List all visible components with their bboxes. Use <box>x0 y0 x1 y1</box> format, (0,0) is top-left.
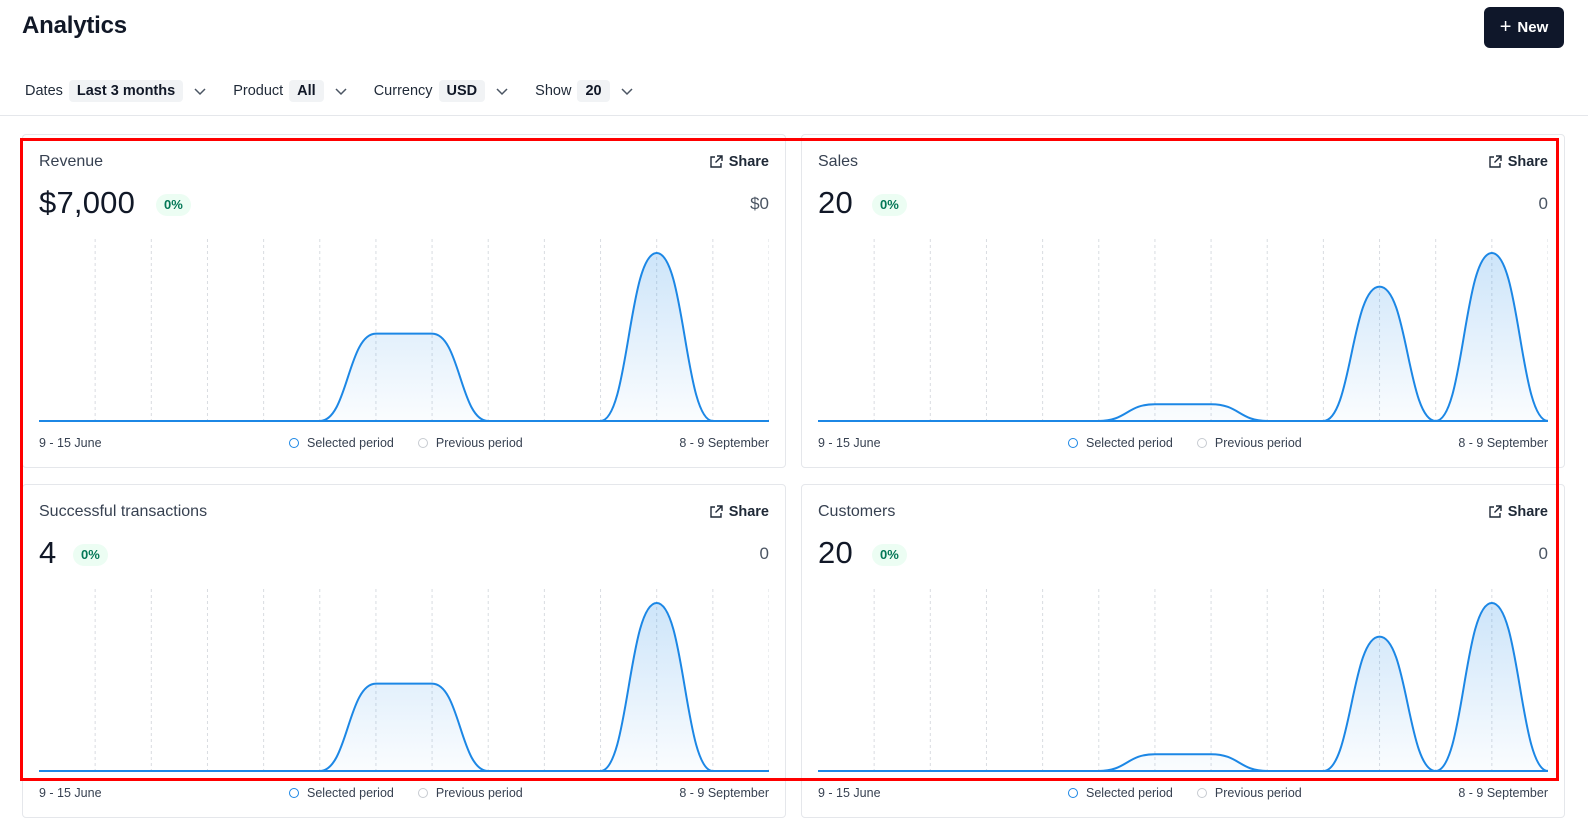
chevron-down-icon <box>621 88 633 96</box>
previous-period-marker <box>1196 788 1207 798</box>
filter-show[interactable]: Show 20 <box>535 80 633 102</box>
x-axis-end-label: 8 - 9 September <box>1458 786 1548 800</box>
series-line <box>818 601 1548 773</box>
previous-period-label: Previous period <box>435 786 523 800</box>
metric-value: $7,000 <box>39 185 136 220</box>
metric-value: 20 <box>818 185 853 220</box>
chart-legend: Selected period Previous period <box>289 436 523 450</box>
share-label: Share <box>1507 504 1548 520</box>
change-badge: 0% <box>156 194 191 216</box>
chart-legend: Selected period Previous period <box>289 786 523 800</box>
external-link-icon <box>709 155 723 168</box>
x-axis-start-label: 9 - 15 June <box>818 786 881 800</box>
share-label: Share <box>728 154 769 170</box>
area-chart <box>818 239 1548 423</box>
previous-value: $0 <box>750 194 769 213</box>
metric-value: 4 <box>39 535 57 570</box>
page-header: Analytics + New Dates Last 3 months Prod… <box>0 0 1588 116</box>
filter-product[interactable]: Product All <box>233 80 348 102</box>
previous-period-marker <box>1196 438 1207 448</box>
selected-period-marker <box>289 788 299 798</box>
filter-value: All <box>289 80 324 102</box>
new-button-label: New <box>1517 19 1549 36</box>
card-title: Sales <box>818 153 859 170</box>
x-axis-end-label: 8 - 9 September <box>679 786 769 800</box>
filter-label: Currency <box>373 83 433 99</box>
card-title: Customers <box>818 503 896 520</box>
change-badge: 0% <box>872 544 907 566</box>
x-axis-end-label: 8 - 9 September <box>679 436 769 450</box>
plus-icon: + <box>1499 15 1512 38</box>
previous-period-marker <box>417 788 428 798</box>
previous-period-marker <box>417 438 428 448</box>
filter-value: USD <box>438 80 486 102</box>
area-chart <box>818 589 1548 773</box>
chart-legend: Selected period Previous period <box>1068 436 1302 450</box>
filter-currency[interactable]: Currency USD <box>374 80 509 102</box>
area-chart <box>39 589 769 772</box>
series-area <box>39 603 769 771</box>
chevron-down-icon <box>335 88 347 96</box>
series-area <box>39 253 769 421</box>
chevron-down-icon <box>496 88 508 96</box>
filter-dates[interactable]: Dates Last 3 months <box>25 80 207 102</box>
series-line <box>818 251 1548 423</box>
series-area <box>818 253 1548 421</box>
area-chart <box>39 239 769 422</box>
external-link-icon <box>1488 155 1502 168</box>
chevron-down-icon <box>194 88 206 96</box>
x-axis-start-label: 9 - 15 June <box>39 436 102 450</box>
external-link-icon <box>709 505 723 518</box>
external-link-icon <box>1488 505 1502 518</box>
revenue-card: Revenue Share $7,000 0% $0 9 - 15 June S… <box>22 134 786 468</box>
x-axis-start-label: 9 - 15 June <box>818 436 881 450</box>
chart-legend: Selected period Previous period <box>1068 786 1302 800</box>
previous-period-label: Previous period <box>1214 786 1302 800</box>
selected-period-marker <box>1068 788 1078 798</box>
share-button[interactable]: Share <box>708 504 769 520</box>
filter-value: 20 <box>577 80 610 102</box>
previous-value: 0 <box>759 544 769 563</box>
selected-period-label: Selected period <box>307 436 394 450</box>
x-axis-start-label: 9 - 15 June <box>39 786 102 800</box>
metric-value: 20 <box>818 535 853 570</box>
sales-card: Sales Share 20 0% 0 9 - 15 June Selected… <box>801 134 1565 468</box>
filter-value: Last 3 months <box>68 80 184 102</box>
share-button[interactable]: Share <box>1487 154 1548 170</box>
selected-period-marker <box>1068 438 1078 448</box>
share-label: Share <box>728 504 769 520</box>
new-button[interactable]: + New <box>1484 7 1564 48</box>
customers-card: Customers Share 20 0% 0 9 - 15 June Sele… <box>801 484 1565 818</box>
filter-label: Show <box>535 83 572 99</box>
series-area <box>818 603 1548 771</box>
previous-period-label: Previous period <box>435 436 523 450</box>
share-button[interactable]: Share <box>708 154 769 170</box>
selected-period-marker <box>289 438 299 448</box>
transactions-card: Successful transactions Share 4 0% 0 9 -… <box>22 484 786 818</box>
filter-label: Dates <box>25 83 63 99</box>
share-button[interactable]: Share <box>1487 504 1548 520</box>
page-title: Analytics <box>22 12 127 39</box>
filter-label: Product <box>233 83 284 99</box>
previous-period-label: Previous period <box>1214 436 1302 450</box>
selected-period-label: Selected period <box>1086 436 1173 450</box>
selected-period-label: Selected period <box>1086 786 1173 800</box>
card-title: Successful transactions <box>39 503 208 520</box>
change-badge: 0% <box>872 194 907 216</box>
previous-value: 0 <box>1538 544 1548 563</box>
share-label: Share <box>1507 154 1548 170</box>
card-title: Revenue <box>39 153 104 170</box>
change-badge: 0% <box>73 544 108 566</box>
previous-value: 0 <box>1538 194 1548 213</box>
x-axis-end-label: 8 - 9 September <box>1458 436 1548 450</box>
filter-bar: Dates Last 3 months Product All Currency… <box>25 78 660 104</box>
selected-period-label: Selected period <box>307 786 394 800</box>
